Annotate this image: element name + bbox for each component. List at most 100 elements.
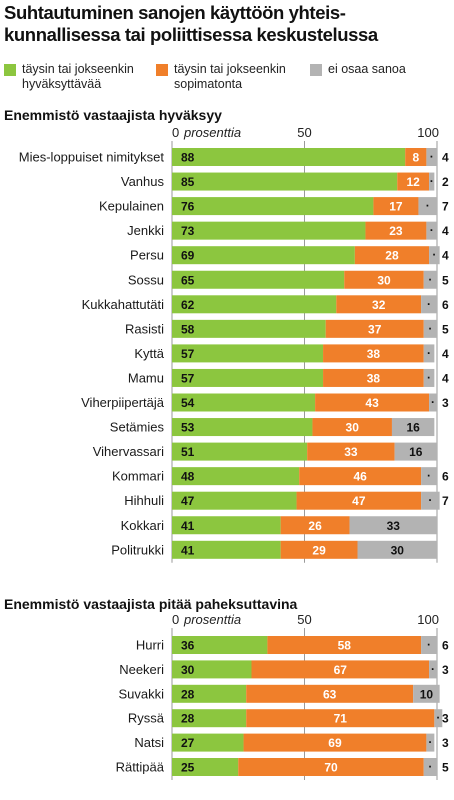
category-label: Kukkahattutäti [82,297,164,312]
data-label-accept: 62 [181,298,195,312]
data-label-reject: 38 [367,347,381,361]
data-label-reject: 71 [334,712,348,726]
bar-segment-reject [323,368,424,387]
data-label-accept: 28 [181,687,195,701]
data-label-reject: 29 [312,543,326,557]
data-label-accept: 36 [181,639,195,653]
bar-segment-accept [172,319,326,338]
data-label-reject: 69 [328,736,342,750]
legend: täysin tai jokseenkin hyväksyttävää täys… [4,62,450,96]
data-label-accept: 57 [181,347,195,361]
bar-dot-marker: · [430,150,434,164]
data-label-unsure: 7 [442,200,449,214]
bar-dot-marker: · [431,395,435,409]
data-label-reject: 67 [334,663,348,677]
bar-dot-marker: · [430,223,434,237]
bar-dot-marker: · [426,199,430,213]
bar-dot-marker: · [427,370,431,384]
data-label-unsure: 4 [442,151,449,165]
bar-segment-accept [172,540,281,559]
category-label: Mamu [128,370,164,385]
tick-label-1-0: 0 [172,612,179,627]
bar-segment-accept [172,344,324,363]
data-label-accept: 28 [181,712,195,726]
bar-segment-reject [267,636,422,654]
bar-segment-unsure [434,709,443,728]
legend-item-reject: täysin tai jokseenkin sopimatonta [156,62,286,92]
data-label-reject: 8 [412,151,419,165]
bar-segment-unsure [423,344,435,363]
bar-dot-marker: · [431,662,435,676]
bar-segment-accept [172,197,374,216]
legend-item-unsure: ei osaa sanoa [310,62,406,77]
data-label-unsure: 4 [442,249,449,263]
bar-segment-unsure [426,148,437,166]
data-label-reject: 70 [324,761,338,775]
data-label-unsure: 16 [406,421,420,435]
bar-segment-reject [246,709,435,728]
bar-segment-unsure [394,442,437,461]
category-label: Neekeri [119,662,164,677]
data-label-unsure: 3 [442,663,449,677]
bar-segment-unsure [423,758,437,776]
chart-title: Suhtautuminen sanojen käyttöön yhteis- k… [4,2,450,46]
legend-label-unsure: ei osaa sanoa [328,62,406,76]
bar-segment-reject [251,660,430,679]
bar-segment-unsure [357,540,437,559]
bar-segment-accept [172,393,316,412]
data-label-reject: 32 [372,298,386,312]
legend-label-accept: täysin tai jokseenkin hyväksyttävää [22,62,134,91]
bar-segment-accept [172,709,247,728]
bar-segment-unsure [429,172,435,191]
legend-item-accept: täysin tai jokseenkin hyväksyttävää [4,62,134,92]
data-label-unsure: 16 [409,445,423,459]
bar-segment-accept [172,516,281,535]
data-label-unsure: 4 [442,224,449,238]
data-label-accept: 41 [181,543,195,557]
data-label-unsure: 3 [442,736,449,750]
category-label: Persu [130,248,164,263]
bar-segment-unsure [421,636,437,654]
data-label-reject: 46 [353,470,367,484]
data-label-accept: 51 [181,445,195,459]
bar-segment-reject [354,246,430,265]
bar-segment-reject [325,319,424,338]
bar-segment-reject [280,516,350,535]
tick-label-0-0: 0 [172,125,179,140]
bar-segment-reject [243,733,427,752]
bar-segment-accept [172,368,324,387]
axis-unit-label-1: prosenttia [183,612,241,627]
category-label: Sossu [128,272,164,287]
bar-dot-marker: · [430,174,434,188]
bar-segment-unsure [423,368,435,387]
data-label-reject: 33 [344,445,358,459]
bar-segment-unsure [349,516,437,535]
bar-segment-reject [323,344,424,363]
data-label-accept: 54 [181,396,195,410]
bar-segment-accept [172,270,345,289]
bar-segment-unsure [421,295,437,314]
data-label-accept: 57 [181,371,195,385]
data-label-reject: 30 [377,273,391,287]
legend-swatch-unsure [310,64,322,76]
bar-segment-reject [365,221,427,240]
category-label: Kommari [112,469,164,484]
bar-segment-accept [172,491,297,510]
tick-label-0-1: 50 [297,125,311,140]
tick-label-1-1: 50 [297,612,311,627]
data-label-accept: 76 [181,200,195,214]
data-label-unsure: 4 [442,371,449,385]
bar-segment-accept [172,684,247,703]
data-label-unsure: 5 [442,273,449,287]
legend-label-reject: täysin tai jokseenkin sopimatonta [174,62,286,91]
bar-dot-marker: · [432,248,436,262]
bar-dot-marker: · [428,735,432,749]
bar-segment-accept [172,733,244,752]
bar-segment-unsure [426,733,435,752]
bar-segment-accept [172,221,366,240]
category-label: Rasisti [125,321,164,336]
data-label-unsure: 30 [391,543,405,557]
data-label-reject: 23 [389,224,403,238]
bar-segment-unsure [426,221,437,240]
data-label-accept: 85 [181,175,195,189]
